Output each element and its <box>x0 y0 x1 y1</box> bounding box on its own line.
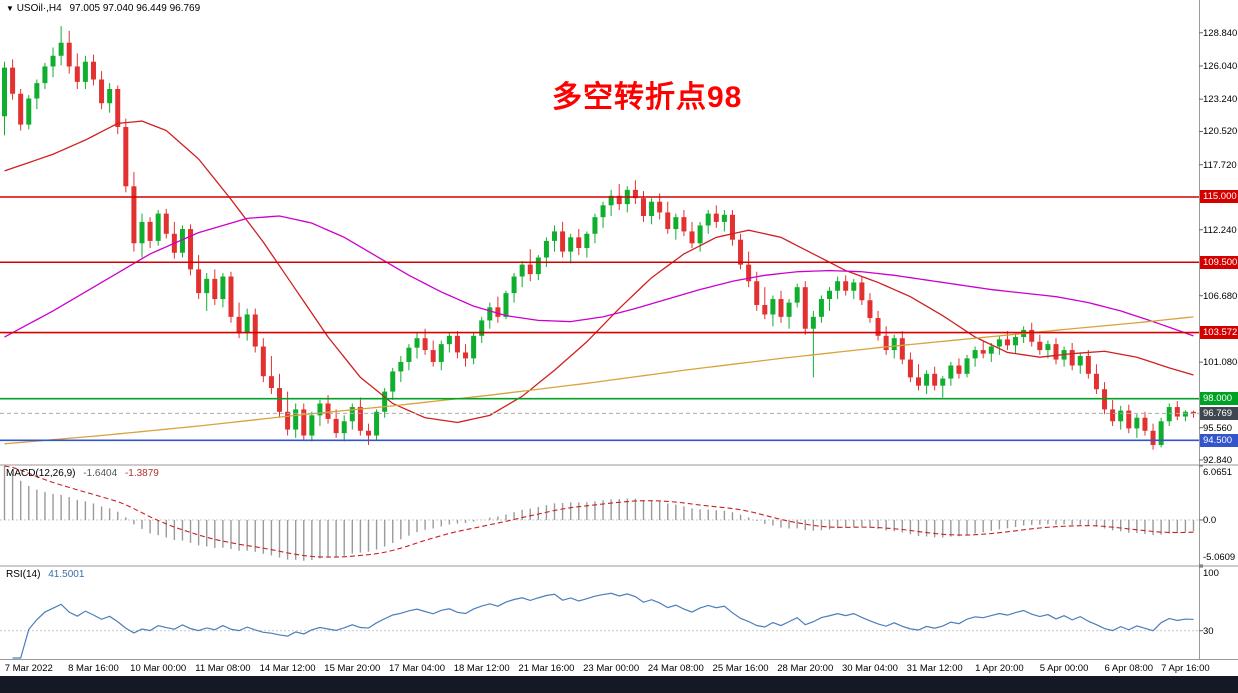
time-tick-label: 8 Mar 16:00 <box>68 663 119 674</box>
time-tick-label: 30 Mar 04:00 <box>841 663 898 674</box>
time-tick-label: 15 Mar 20:00 <box>324 663 381 674</box>
time-tick-label: 11 Mar 08:00 <box>195 663 251 674</box>
price-tick-label: 126.040 <box>1203 60 1238 72</box>
macd-value-main: -1.6404 <box>83 468 118 479</box>
time-tick-label: 6 Apr 08:00 <box>1104 663 1154 674</box>
time-tick-label: 28 Mar 20:00 <box>777 663 834 674</box>
macd-tick-label: 6.0651 <box>1203 467 1233 478</box>
price-tick-label: 112.240 <box>1203 224 1237 236</box>
bid-price-tag: 96.769 <box>1200 406 1238 420</box>
symbol-header: ▼ USOil·,H4 97.005 97.040 96.449 96.769 <box>6 3 200 14</box>
price-level-tag: 103.572 <box>1200 326 1238 340</box>
price-tick-label: 120.520 <box>1203 126 1238 138</box>
status-bar <box>0 676 1238 693</box>
rsi-tick-label: 100 <box>1203 568 1219 579</box>
chart-canvas[interactable] <box>0 0 1238 659</box>
time-tick-label: 14 Mar 12:00 <box>259 663 316 674</box>
price-level-tag: 109.500 <box>1200 255 1238 269</box>
price-tick-label: 101.080 <box>1203 357 1238 369</box>
time-tick-label: 31 Mar 12:00 <box>906 663 963 674</box>
rsi-label: RSI(14) <box>6 569 41 580</box>
time-tick-label: 7 Mar 2022 <box>4 663 53 674</box>
time-tick-label: 25 Mar 16:00 <box>712 663 769 674</box>
time-tick-label: 24 Mar 08:00 <box>647 663 704 674</box>
macd-tick-label: 0.0 <box>1203 514 1217 526</box>
price-level-tag: 115.000 <box>1200 190 1238 204</box>
macd-label: MACD(12,26,9) <box>6 468 76 479</box>
price-tick-label: 123.240 <box>1203 94 1238 106</box>
symbol-timeframe-label: USOil·,H4 <box>16 3 62 14</box>
time-tick-label: 23 Mar 00:00 <box>583 663 640 674</box>
ohlc-values-label: 97.005 97.040 96.449 96.769 <box>69 3 201 14</box>
macd-value-signal: -1.3879 <box>124 468 159 479</box>
time-tick-label: 21 Mar 16:00 <box>518 663 575 674</box>
price-level-tag: 94.500 <box>1200 433 1238 447</box>
macd-header: MACD(12,26,9) -1.6404 -1.3879 <box>6 468 159 479</box>
chart-annotation: 多空转折点98 <box>552 81 743 114</box>
rsi-value: 41.5001 <box>48 569 85 580</box>
time-tick-label: 17 Mar 04:00 <box>389 663 445 674</box>
time-tick-label: 10 Mar 00:00 <box>130 663 187 674</box>
time-tick-label: 5 Apr 00:00 <box>1039 663 1089 674</box>
time-tick-label: 7 Apr 16:00 <box>1161 663 1210 674</box>
price-tick-label: 117.720 <box>1203 159 1237 171</box>
time-tick-label: 18 Mar 12:00 <box>453 663 510 674</box>
collapse-arrow-icon[interactable]: ▼ <box>6 4 14 13</box>
rsi-header: RSI(14) 41.5001 <box>6 569 84 580</box>
rsi-tick-label: 30 <box>1203 625 1214 637</box>
price-tick-label: 92.840 <box>1203 454 1233 466</box>
time-axis: 7 Mar 2022 8 Mar 16:00 10 Mar 00:00 11 Mar … <box>0 659 1238 677</box>
price-tick-label: 128.840 <box>1203 27 1238 39</box>
price-tick-label: 106.680 <box>1203 290 1238 302</box>
macd-tick-label: -5.0609 <box>1203 552 1236 563</box>
time-tick-label: 1 Apr 20:00 <box>975 663 1024 674</box>
price-tick-label: 95.560 <box>1203 422 1233 434</box>
price-level-tag: 98.000 <box>1200 392 1238 406</box>
